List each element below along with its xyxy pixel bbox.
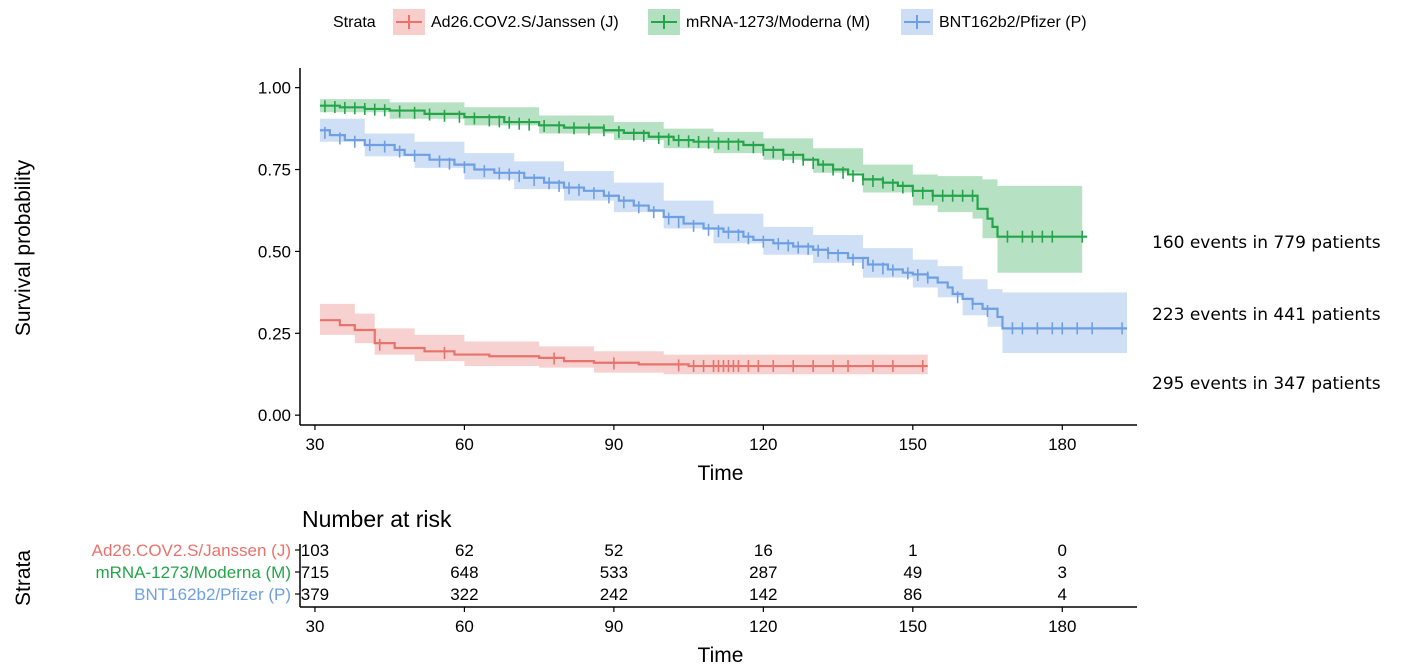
event-annotation-m: 160 events in 779 patients — [1152, 233, 1381, 253]
legend-label: BNT162b2/Pfizer (P) — [939, 14, 1087, 31]
risk-x-tick-label: 90 — [604, 617, 623, 636]
x-tick-label: 120 — [749, 435, 777, 454]
y-tick-label: 0.50 — [258, 242, 291, 261]
survival-line-p — [319, 129, 1128, 330]
event-annotation-p: 223 events in 441 patients — [1152, 305, 1381, 325]
risk-x-tick-label: 150 — [899, 617, 927, 636]
y-tick-label: 0.00 — [258, 406, 291, 425]
legend-item-j: Ad26.COV2.S/Janssen (J) — [393, 9, 619, 35]
legend-item-p: BNT162b2/Pfizer (P) — [901, 9, 1087, 35]
y-tick-label: 1.00 — [258, 79, 291, 98]
survival-plot: 0.00 0.25 0.50 0.75 1.00 30 60 90 120 150 180 Time S… — [12, 68, 1381, 485]
legend-title: Strata — [333, 14, 376, 31]
risk-table-y-title: Strata — [12, 550, 35, 606]
y-axis-title: Survival probability — [12, 159, 35, 336]
ci-band-j — [319, 303, 928, 376]
y-tick-label: 0.75 — [258, 161, 291, 180]
x-tick-label: 30 — [305, 435, 324, 454]
risk-x-tick-label: 30 — [305, 617, 324, 636]
x-axis-title: Time — [698, 462, 744, 485]
risk-cell: 142 — [749, 585, 777, 604]
risk-cell: 379 — [301, 585, 329, 604]
risk-cell: 49 — [903, 563, 922, 582]
risk-cell: 287 — [749, 563, 777, 582]
risk-row-label-p: BNT162b2/Pfizer (P) — [134, 585, 291, 604]
risk-cell: 103 — [301, 541, 329, 560]
risk-cell: 242 — [600, 585, 628, 604]
risk-table-title: Number at risk — [302, 506, 452, 532]
risk-cell: 86 — [903, 585, 922, 604]
risk-cell: 648 — [450, 563, 478, 582]
risk-cell: 4 — [1058, 585, 1067, 604]
risk-cell: 322 — [450, 585, 478, 604]
risk-x-tick-label: 180 — [1048, 617, 1076, 636]
legend-label: Ad26.COV2.S/Janssen (J) — [431, 14, 619, 31]
ci-band-m — [319, 99, 1083, 273]
risk-cell: 533 — [600, 563, 628, 582]
x-tick-label: 90 — [604, 435, 623, 454]
risk-row-label-m: mRNA-1273/Moderna (M) — [95, 563, 291, 582]
risk-cell: 715 — [301, 563, 329, 582]
risk-cell: 16 — [754, 541, 773, 560]
risk-cell: 1 — [908, 541, 917, 560]
risk-x-tick-label: 120 — [749, 617, 777, 636]
legend: Strata Ad26.COV2.S/Janssen (J) mRNA-1273/M… — [333, 9, 1087, 35]
x-tick-label: 180 — [1048, 435, 1076, 454]
y-tick-label: 0.25 — [258, 324, 291, 343]
risk-row-label-j: Ad26.COV2.S/Janssen (J) — [92, 541, 291, 560]
risk-cell: 3 — [1058, 563, 1067, 582]
risk-x-tick-label: 60 — [455, 617, 474, 636]
legend-label: mRNA-1273/Moderna (M) — [686, 14, 870, 31]
x-tick-label: 150 — [899, 435, 927, 454]
legend-item-m: mRNA-1273/Moderna (M) — [648, 9, 870, 35]
survival-line-j — [319, 319, 928, 368]
event-annotation-j: 295 events in 347 patients — [1152, 374, 1381, 394]
risk-cell: 62 — [455, 541, 474, 560]
risk-cell: 0 — [1058, 541, 1067, 560]
risk-table-x-title: Time — [698, 644, 744, 665]
x-tick-label: 60 — [455, 435, 474, 454]
risk-cell: 52 — [604, 541, 623, 560]
ci-band-p — [319, 118, 1128, 353]
